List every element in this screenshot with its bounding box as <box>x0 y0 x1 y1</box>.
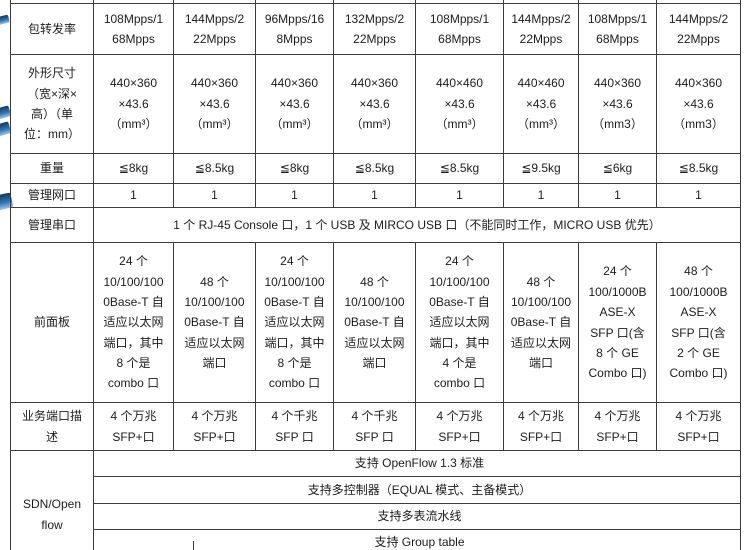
cell-dimensions: 440×360 ×43.6 （mm³） <box>173 54 256 154</box>
cell-forwarding-rate: 144Mpps/2 22Mpps <box>656 3 741 55</box>
row-front-panel: 前面板 24 个 10/100/100 0Base-T 自 适应以太网 端口，其… <box>10 242 741 403</box>
row-mgmt-serial-port: 管理串口 1 个 RJ-45 Console 口，1 个 USB 及 MIRCO… <box>10 207 741 243</box>
blue-wave-mark <box>0 14 10 26</box>
cell-service-ports: 4 个万兆 SFP+口 <box>415 402 504 451</box>
cell-dimensions: 440×360 ×43.6 （mm3） <box>656 54 741 154</box>
cell-weight: ≦8kg <box>255 153 334 184</box>
cell-mgmt-eth-port: 1 <box>255 183 334 208</box>
cell-sdn-feature: 支持多控制器（EQUAL 模式、主备模式） <box>93 476 741 504</box>
cell-mgmt-eth-port: 1 <box>503 183 579 208</box>
cell-front-panel: 24 个 10/100/100 0Base-T 自 适应以太网 端口，其中 4 … <box>415 242 504 403</box>
cell-service-ports: 4 个万兆 SFP+口 <box>656 402 741 451</box>
row-label-mgmt-serial-port: 管理串口 <box>10 207 94 243</box>
cell-sdn-feature: 支持多表流水线 <box>93 503 741 530</box>
row-sdn-feature: 支持多表流水线 <box>11 503 741 530</box>
cell-weight: ≦8.5kg <box>415 153 504 184</box>
cell-dimensions: 440×360 ×43.6 （mm3） <box>578 54 657 154</box>
row-sdn-feature: 支持 Group table <box>11 529 741 550</box>
cell-front-panel: 24 个 100/1000B ASE-X SFP 口(含 8 个 GE Comb… <box>578 242 657 403</box>
cell-forwarding-rate: 96Mpps/16 8Mpps <box>255 3 334 55</box>
row-label-weight: 重量 <box>10 153 94 184</box>
cell-service-ports: 4 个万兆 SFP+口 <box>173 402 256 451</box>
row-label-forwarding-rate: 包转发率 <box>10 3 94 55</box>
cell-mgmt-serial-port: 1 个 RJ-45 Console 口，1 个 USB 及 MIRCO USB … <box>93 207 741 243</box>
cell-mgmt-eth-port: 1 <box>333 183 416 208</box>
cell-mgmt-eth-port: 1 <box>415 183 504 208</box>
cell-service-ports: 4 个千兆 SFP 口 <box>333 402 416 451</box>
row-label-mgmt-eth-port: 管理网口 <box>10 183 94 208</box>
cell-front-panel: 48 个 10/100/100 0Base-T 自 适应以太网 端口 <box>503 242 579 403</box>
cell-sdn-feature: 支持 OpenFlow 1.3 标准 <box>93 450 741 477</box>
cell-weight: ≦8.5kg <box>333 153 416 184</box>
cell-front-panel: 24 个 10/100/100 0Base-T 自 适应以太网 端口，其中 8 … <box>93 242 174 403</box>
cell-forwarding-rate: 108Mpps/1 68Mpps <box>578 3 657 55</box>
cell-mgmt-eth-port: 1 <box>93 183 174 208</box>
row-dimensions: 外形尺寸 （宽×深× 高）（单 位：mm） 440×360 ×43.6 （mm³… <box>10 54 741 154</box>
cell-service-ports: 4 个万兆 SFP+口 <box>93 402 174 451</box>
cell-sdn-feature: 支持 Group table <box>93 529 741 550</box>
cell-forwarding-rate: 108Mpps/1 68Mpps <box>415 3 504 55</box>
row-sdn-openflow: SDN/Open flow 支持 OpenFlow 1.3 标准 <box>10 449 741 550</box>
cell-service-ports: 4 个万兆 SFP+口 <box>578 402 657 451</box>
cell-mgmt-eth-port: 1 <box>173 183 256 208</box>
cell-weight: ≦9.5kg <box>503 153 579 184</box>
table-bottom-cut-line <box>193 541 194 550</box>
cell-dimensions: 440×360 ×43.6 （mm³） <box>255 54 334 154</box>
cell-forwarding-rate: 144Mpps/2 22Mpps <box>173 3 256 55</box>
row-label-sdn-openflow: SDN/Open flow <box>10 449 94 550</box>
cell-weight: ≦8kg <box>93 153 174 184</box>
cell-mgmt-eth-port: 1 <box>656 183 741 208</box>
row-label-service-ports: 业务端口描 述 <box>10 402 94 451</box>
row-sdn-feature: 支持多控制器（EQUAL 模式、主备模式） <box>11 476 741 504</box>
row-forwarding-rate: 包转发率 108Mpps/1 68Mpps 144Mpps/2 22Mpps 9… <box>10 3 741 55</box>
cell-weight: ≦6kg <box>578 153 657 184</box>
row-label-dimensions: 外形尺寸 （宽×深× 高）（单 位：mm） <box>10 54 94 154</box>
spec-table: 包转发率 108Mpps/1 68Mpps 144Mpps/2 22Mpps 9… <box>10 0 741 550</box>
row-service-ports: 业务端口描 述 4 个万兆 SFP+口 4 个万兆 SFP+口 4 个千兆 SF… <box>10 402 741 451</box>
row-mgmt-eth-port: 管理网口 1 1 1 1 1 1 1 1 <box>10 183 741 208</box>
table-bottom-cut-line <box>10 541 11 550</box>
cell-dimensions: 440×460 ×43.6 （mm³） <box>415 54 504 154</box>
cell-weight: ≦8.5kg <box>173 153 256 184</box>
cell-mgmt-eth-port: 1 <box>578 183 657 208</box>
cell-front-panel: 48 个 10/100/100 0Base-T 自 适应以太网 端口 <box>173 242 256 403</box>
cell-dimensions: 440×360 ×43.6 （mm³） <box>93 54 174 154</box>
row-weight: 重量 ≦8kg ≦8.5kg ≦8kg ≦8.5kg ≦8.5kg ≦9.5kg… <box>10 153 741 184</box>
cell-service-ports: 4 个万兆 SFP+口 <box>503 402 579 451</box>
cell-front-panel: 24 个 10/100/100 0Base-T 自 适应以太网 端口，其中 8 … <box>255 242 334 403</box>
cell-forwarding-rate: 108Mpps/1 68Mpps <box>93 3 174 55</box>
row-label-front-panel: 前面板 <box>10 242 94 403</box>
cell-forwarding-rate: 132Mpps/2 22Mpps <box>333 3 416 55</box>
cell-front-panel: 48 个 10/100/100 0Base-T 自 适应以太网 端口 <box>333 242 416 403</box>
cell-forwarding-rate: 144Mpps/2 22Mpps <box>503 3 579 55</box>
cell-weight: ≦8.5kg <box>656 153 741 184</box>
cell-service-ports: 4 个千兆 SFP 口 <box>255 402 334 451</box>
cell-front-panel: 48 个 100/1000B ASE-X SFP 口(含 2 个 GE Comb… <box>656 242 741 403</box>
cell-dimensions: 440×360 ×43.6 （mm³） <box>333 54 416 154</box>
cell-dimensions: 440×460 ×43.6 （mm³） <box>503 54 579 154</box>
